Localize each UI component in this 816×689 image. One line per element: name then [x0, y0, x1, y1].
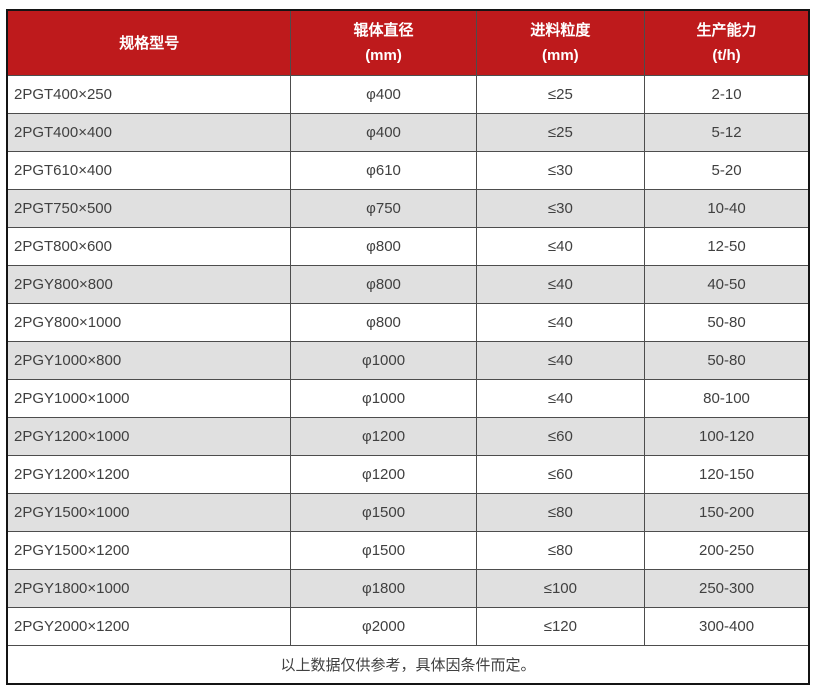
cell-capacity: 12-50: [644, 227, 810, 266]
table-row: 2PGY1200×1200 φ1200 ≤60 120-150: [6, 455, 810, 494]
cell-roller-diameter: φ610: [290, 151, 477, 190]
cell-model: 2PGY1200×1200: [6, 455, 292, 494]
cell-model: 2PGY1500×1000: [6, 493, 292, 532]
header-label-capacity: 生产能力: [696, 22, 757, 39]
cell-model: 2PGT800×600: [6, 227, 292, 266]
cell-model: 2PGY1000×800: [6, 341, 292, 380]
cell-roller-diameter: φ2000: [290, 607, 477, 646]
table-footer: 以上数据仅供参考，具体因条件而定。: [6, 645, 810, 684]
cell-capacity: 250-300: [644, 569, 810, 608]
cell-capacity: 200-250: [644, 531, 810, 570]
spec-table: 规格型号 辊体直径 (mm) 进料粒度 (mm) 生产能力 (t/h) 2PGT…: [6, 9, 810, 685]
cell-capacity: 5-12: [644, 113, 810, 152]
cell-feed-size: ≤40: [475, 227, 646, 266]
header-unit-capacity: (t/h): [712, 47, 741, 64]
header-cell-capacity: 生产能力 (t/h): [644, 9, 810, 76]
header-label-model: 规格型号: [119, 34, 180, 52]
cell-feed-size: ≤80: [475, 493, 646, 532]
table-row: 2PGY800×800 φ800 ≤40 40-50: [6, 265, 810, 304]
header-row: 规格型号 辊体直径 (mm) 进料粒度 (mm) 生产能力 (t/h): [6, 9, 810, 76]
cell-capacity: 50-80: [644, 341, 810, 380]
cell-roller-diameter: φ1800: [290, 569, 477, 608]
table-row: 2PGY1000×1000 φ1000 ≤40 80-100: [6, 379, 810, 418]
table-row: 2PGY1500×1000 φ1500 ≤80 150-200: [6, 493, 810, 532]
cell-roller-diameter: φ800: [290, 303, 477, 342]
table-row: 2PGY2000×1200 φ2000 ≤120 300-400: [6, 607, 810, 646]
table-row: 2PGY800×1000 φ800 ≤40 50-80: [6, 303, 810, 342]
table-row: 2PGY1000×800 φ1000 ≤40 50-80: [6, 341, 810, 380]
table-row: 2PGT400×400 φ400 ≤25 5-12: [6, 113, 810, 152]
cell-roller-diameter: φ400: [290, 75, 477, 114]
cell-feed-size: ≤40: [475, 341, 646, 380]
cell-model: 2PGT750×500: [6, 189, 292, 228]
cell-capacity: 300-400: [644, 607, 810, 646]
cell-model: 2PGY1800×1000: [6, 569, 292, 608]
table-row: 2PGT750×500 φ750 ≤30 10-40: [6, 189, 810, 228]
cell-model: 2PGY1500×1200: [6, 531, 292, 570]
cell-roller-diameter: φ800: [290, 227, 477, 266]
header-unit-roller-diameter: (mm): [365, 47, 402, 64]
table-row: 2PGT800×600 φ800 ≤40 12-50: [6, 227, 810, 266]
cell-feed-size: ≤60: [475, 417, 646, 456]
header-cell-feed-size: 进料粒度 (mm): [475, 9, 646, 76]
cell-model: 2PGY1200×1000: [6, 417, 292, 456]
table-row: 2PGY1800×1000 φ1800 ≤100 250-300: [6, 569, 810, 608]
cell-capacity: 40-50: [644, 265, 810, 304]
table-body: 2PGT400×250 φ400 ≤25 2-10 2PGT400×400 φ400 ≤25…: [6, 75, 810, 646]
cell-model: 2PGY800×800: [6, 265, 292, 304]
cell-roller-diameter: φ1200: [290, 417, 477, 456]
table-row: 2PGY1500×1200 φ1500 ≤80 200-250: [6, 531, 810, 570]
cell-feed-size: ≤120: [475, 607, 646, 646]
cell-feed-size: ≤30: [475, 151, 646, 190]
cell-capacity: 100-120: [644, 417, 810, 456]
cell-model: 2PGT400×250: [6, 75, 292, 114]
cell-roller-diameter: φ1200: [290, 455, 477, 494]
cell-roller-diameter: φ1000: [290, 379, 477, 418]
cell-roller-diameter: φ750: [290, 189, 477, 228]
cell-model: 2PGY1000×1000: [6, 379, 292, 418]
cell-roller-diameter: φ1000: [290, 341, 477, 380]
cell-feed-size: ≤40: [475, 379, 646, 418]
table-row: 2PGT400×250 φ400 ≤25 2-10: [6, 75, 810, 114]
header-label-feed-size: 进料粒度: [530, 22, 591, 39]
cell-model: 2PGY2000×1200: [6, 607, 292, 646]
footer-note: 以上数据仅供参考，具体因条件而定。: [6, 645, 810, 684]
cell-feed-size: ≤60: [475, 455, 646, 494]
header-label-roller-diameter: 辊体直径: [353, 22, 414, 39]
header-unit-feed-size: (mm): [542, 47, 579, 64]
cell-feed-size: ≤80: [475, 531, 646, 570]
cell-capacity: 150-200: [644, 493, 810, 532]
cell-model: 2PGT400×400: [6, 113, 292, 152]
cell-feed-size: ≤30: [475, 189, 646, 228]
footer-row: 以上数据仅供参考，具体因条件而定。: [6, 645, 810, 684]
cell-feed-size: ≤25: [475, 113, 646, 152]
table-row: 2PGY1200×1000 φ1200 ≤60 100-120: [6, 417, 810, 456]
cell-model: 2PGT610×400: [6, 151, 292, 190]
cell-roller-diameter: φ1500: [290, 531, 477, 570]
cell-feed-size: ≤40: [475, 303, 646, 342]
cell-capacity: 80-100: [644, 379, 810, 418]
cell-roller-diameter: φ800: [290, 265, 477, 304]
cell-model: 2PGY800×1000: [6, 303, 292, 342]
table-header: 规格型号 辊体直径 (mm) 进料粒度 (mm) 生产能力 (t/h): [6, 9, 810, 76]
cell-feed-size: ≤25: [475, 75, 646, 114]
cell-roller-diameter: φ400: [290, 113, 477, 152]
cell-capacity: 50-80: [644, 303, 810, 342]
cell-feed-size: ≤100: [475, 569, 646, 608]
table-row: 2PGT610×400 φ610 ≤30 5-20: [6, 151, 810, 190]
cell-capacity: 2-10: [644, 75, 810, 114]
cell-feed-size: ≤40: [475, 265, 646, 304]
cell-roller-diameter: φ1500: [290, 493, 477, 532]
cell-capacity: 120-150: [644, 455, 810, 494]
header-cell-roller-diameter: 辊体直径 (mm): [290, 9, 477, 76]
cell-capacity: 10-40: [644, 189, 810, 228]
cell-capacity: 5-20: [644, 151, 810, 190]
header-cell-model: 规格型号: [6, 9, 292, 76]
